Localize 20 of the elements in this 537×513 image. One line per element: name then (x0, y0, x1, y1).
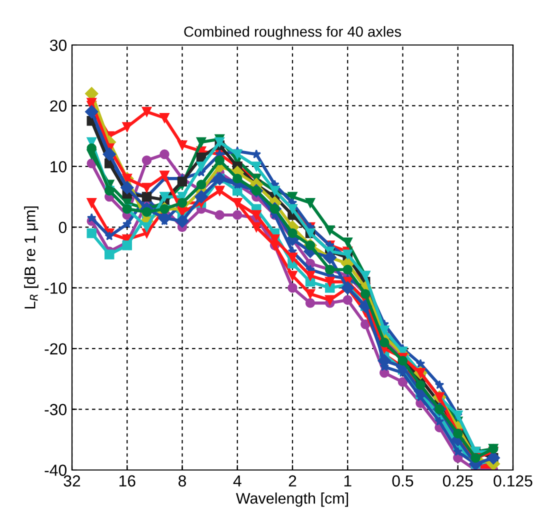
x-tick-label: 4 (233, 475, 242, 486)
x-tick-label: 32 (64, 475, 80, 487)
y-tick-label: 30 (50, 40, 67, 51)
x-tick-label: 0.125 (494, 475, 532, 487)
x-tick-label: 2 (288, 475, 296, 486)
x-tick-label: 1 (344, 475, 352, 486)
x-tick-label: 0.25 (442, 475, 473, 487)
x-tick-label: 8 (178, 475, 186, 487)
y-tick-label: -40 (44, 464, 67, 476)
y-tick-label: 10 (50, 161, 67, 172)
y-tick-label: -10 (44, 282, 67, 294)
x-axis-title: Wavelength [cm] (236, 492, 348, 507)
y-axis-title: L$_{R}$ [dB re 1 μm] (24, 206, 38, 308)
x-tick-label: 16 (119, 475, 136, 487)
y-tick-label: 20 (50, 100, 67, 112)
y-tick-label: -30 (44, 404, 67, 416)
y-tick-label: 0 (58, 222, 67, 234)
x-tick-label: 0.5 (392, 475, 414, 487)
chart-title: Combined roughness for 40 axles (184, 26, 402, 40)
y-tick-label: -20 (44, 343, 67, 355)
